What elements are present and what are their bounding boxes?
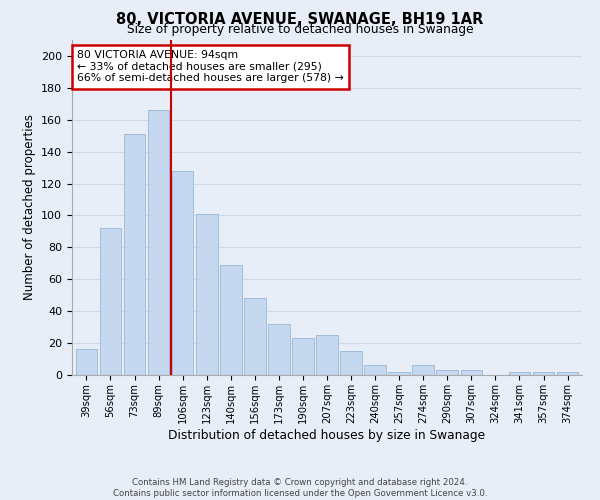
X-axis label: Distribution of detached houses by size in Swanage: Distribution of detached houses by size … [169, 428, 485, 442]
Bar [268, 324, 290, 375]
Bar [557, 372, 578, 375]
Bar [172, 171, 193, 375]
Text: Contains HM Land Registry data © Crown copyright and database right 2024.
Contai: Contains HM Land Registry data © Crown c… [113, 478, 487, 498]
Bar [316, 335, 338, 375]
Bar [220, 265, 242, 375]
Bar [340, 351, 362, 375]
Bar [244, 298, 266, 375]
Bar [533, 372, 554, 375]
Bar [388, 372, 410, 375]
Bar [100, 228, 121, 375]
Bar [124, 134, 145, 375]
Bar [509, 372, 530, 375]
Bar [461, 370, 482, 375]
Bar [364, 366, 386, 375]
Text: 80, VICTORIA AVENUE, SWANAGE, BH19 1AR: 80, VICTORIA AVENUE, SWANAGE, BH19 1AR [116, 12, 484, 28]
Bar [196, 214, 218, 375]
Bar [148, 110, 169, 375]
Text: Size of property relative to detached houses in Swanage: Size of property relative to detached ho… [127, 22, 473, 36]
Bar [292, 338, 314, 375]
Bar [412, 366, 434, 375]
Bar [436, 370, 458, 375]
Text: 80 VICTORIA AVENUE: 94sqm
← 33% of detached houses are smaller (295)
66% of semi: 80 VICTORIA AVENUE: 94sqm ← 33% of detac… [77, 50, 344, 83]
Bar [76, 350, 97, 375]
Y-axis label: Number of detached properties: Number of detached properties [23, 114, 35, 300]
